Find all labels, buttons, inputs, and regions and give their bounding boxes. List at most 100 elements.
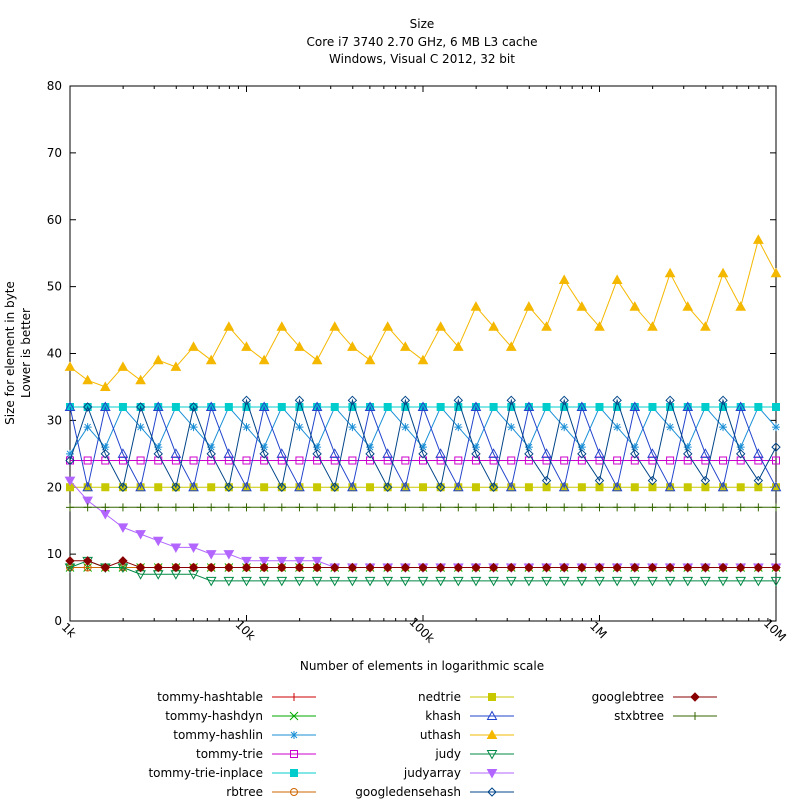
data-point bbox=[507, 403, 516, 411]
data-point bbox=[171, 503, 180, 512]
data-point bbox=[524, 503, 533, 512]
y-tick-label: 20 bbox=[47, 480, 62, 494]
data-point bbox=[188, 481, 199, 492]
data-point bbox=[717, 576, 729, 587]
data-point bbox=[683, 562, 693, 573]
data-point bbox=[101, 443, 110, 452]
data-point bbox=[312, 449, 322, 459]
data-point bbox=[754, 503, 763, 512]
data-point bbox=[611, 481, 623, 492]
legend-label: nedtrie bbox=[418, 690, 461, 704]
data-point bbox=[241, 562, 252, 573]
data-point bbox=[595, 483, 604, 492]
data-point bbox=[470, 401, 482, 411]
data-point bbox=[241, 556, 252, 567]
data-point bbox=[206, 449, 216, 459]
data-point bbox=[471, 483, 480, 492]
data-point bbox=[524, 483, 533, 492]
data-point bbox=[471, 562, 481, 573]
legend-marker bbox=[290, 750, 298, 758]
data-point bbox=[506, 562, 516, 573]
data-point bbox=[772, 403, 780, 411]
data-point bbox=[542, 483, 551, 492]
y-tick-label: 0 bbox=[54, 614, 62, 628]
data-point bbox=[117, 448, 129, 458]
legend-marker bbox=[486, 729, 498, 739]
data-point bbox=[524, 449, 534, 459]
data-point bbox=[66, 449, 74, 458]
data-point bbox=[507, 423, 516, 432]
data-point bbox=[135, 530, 146, 540]
data-point bbox=[577, 562, 587, 573]
data-point bbox=[488, 562, 499, 573]
data-point bbox=[701, 503, 710, 512]
data-point bbox=[383, 503, 392, 512]
data-point bbox=[205, 354, 217, 365]
data-point bbox=[700, 562, 711, 573]
data-point bbox=[736, 456, 745, 465]
data-point bbox=[276, 556, 288, 567]
data-point bbox=[611, 274, 623, 284]
legend-label: googlebtree bbox=[592, 690, 664, 704]
series-line-googledensehash bbox=[69, 398, 777, 489]
x-tick-label: 10M bbox=[761, 616, 789, 644]
data-point bbox=[664, 267, 676, 278]
data-point bbox=[241, 395, 252, 406]
data-point bbox=[507, 456, 516, 465]
data-point bbox=[223, 321, 235, 331]
data-point bbox=[329, 576, 341, 587]
data-point bbox=[647, 475, 658, 486]
legend-marker bbox=[487, 787, 497, 797]
data-point bbox=[435, 562, 446, 573]
legend-label: uthash bbox=[420, 728, 461, 742]
data-point bbox=[258, 576, 270, 587]
data-point bbox=[348, 456, 357, 465]
data-point bbox=[542, 503, 551, 512]
data-point bbox=[630, 503, 639, 512]
data-point bbox=[347, 576, 358, 587]
data-point bbox=[348, 423, 357, 432]
data-point bbox=[242, 456, 251, 465]
data-point bbox=[277, 403, 286, 411]
y-axis-label-line-1: Size for element in byte bbox=[3, 281, 17, 425]
data-point bbox=[295, 456, 304, 465]
data-point bbox=[453, 395, 464, 406]
data-point bbox=[558, 576, 570, 587]
data-point bbox=[399, 341, 411, 351]
data-point bbox=[100, 562, 111, 573]
data-point bbox=[735, 401, 747, 411]
data-point bbox=[188, 543, 199, 553]
data-point bbox=[189, 503, 198, 512]
data-point bbox=[276, 321, 288, 331]
legend-marker bbox=[488, 693, 496, 701]
series-line-judy bbox=[69, 560, 776, 582]
data-point bbox=[541, 576, 552, 587]
legend-entry-tommy-hashtable: tommy-hashtable bbox=[157, 690, 316, 704]
data-point bbox=[700, 475, 711, 486]
legend-marker bbox=[290, 731, 298, 739]
data-point bbox=[224, 562, 234, 573]
data-point bbox=[559, 562, 569, 573]
data-point bbox=[683, 449, 693, 459]
data-point bbox=[401, 403, 410, 411]
data-point bbox=[717, 481, 729, 492]
legend-label: rbtree bbox=[226, 785, 263, 799]
data-point bbox=[382, 448, 394, 458]
data-point bbox=[100, 449, 111, 459]
data-point bbox=[541, 562, 552, 573]
data-point bbox=[754, 403, 763, 411]
data-point bbox=[719, 403, 728, 411]
legend-marker bbox=[691, 712, 699, 720]
chart-title: Size Core i7 3740 2.70 GHz, 6 MB L3 cach… bbox=[306, 17, 537, 66]
data-point bbox=[613, 456, 622, 465]
data-point bbox=[152, 354, 164, 365]
data-point bbox=[700, 448, 711, 458]
data-point bbox=[223, 550, 235, 560]
y-tick-label: 60 bbox=[47, 213, 62, 227]
data-point bbox=[399, 481, 411, 492]
data-point bbox=[260, 503, 269, 512]
data-point bbox=[241, 341, 252, 351]
data-point bbox=[188, 341, 199, 351]
data-point bbox=[170, 448, 182, 458]
